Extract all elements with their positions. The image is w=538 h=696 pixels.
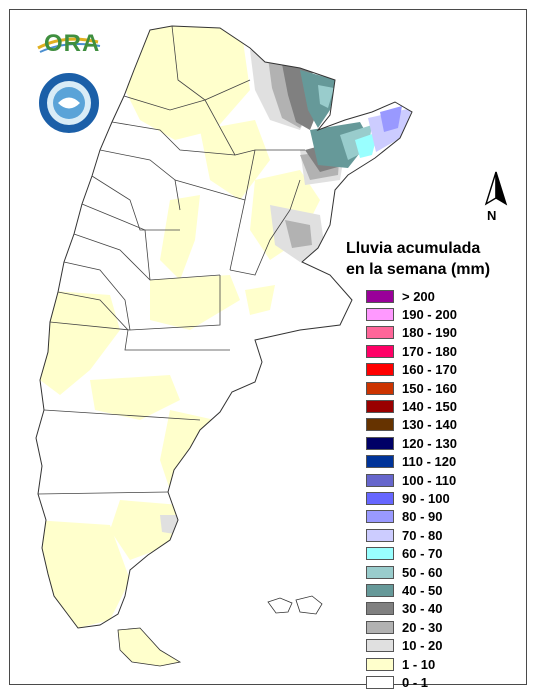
legend-label: 190 - 200 (402, 307, 457, 323)
legend-item: 170 - 180 (366, 342, 457, 360)
legend-item: 0 - 1 (366, 673, 457, 691)
legend-label: 170 - 180 (402, 343, 457, 359)
ora-logo-text: ORA (44, 30, 101, 57)
legend-swatch (366, 418, 394, 432)
seal-icon (37, 71, 101, 135)
north-arrow-icon (484, 171, 508, 206)
legend-label: 20 - 30 (402, 619, 443, 635)
rain-zone-60-90 (355, 106, 412, 158)
legend-label: 30 - 40 (402, 601, 443, 617)
legend-swatch (366, 455, 394, 469)
legend-label: > 200 (402, 288, 435, 304)
legend-swatch (366, 400, 394, 414)
legend-title: Lluvia acumulada en la semana (mm) (346, 238, 490, 280)
legend-item: 110 - 120 (366, 453, 457, 471)
legend-label: 60 - 70 (402, 546, 443, 562)
legend-item: 160 - 170 (366, 361, 457, 379)
north-label: N (487, 208, 497, 223)
legend-title-line2: en la semana (mm) (346, 261, 491, 278)
ora-logo-icon (37, 37, 101, 53)
legend-item: 130 - 140 (366, 416, 457, 434)
legend-item: 90 - 100 (366, 489, 457, 507)
legend-item: 50 - 60 (366, 563, 457, 581)
legend-item: 120 - 130 (366, 434, 457, 452)
legend-swatch (366, 583, 394, 597)
legend-item: 1 - 10 (366, 655, 457, 673)
legend-item: 80 - 90 (366, 508, 457, 526)
legend-item: 60 - 70 (366, 544, 457, 562)
legend-label: 140 - 150 (402, 399, 457, 415)
legend-item: 40 - 50 (366, 581, 457, 599)
legend-label: 100 - 110 (402, 472, 457, 488)
legend-swatch (366, 528, 394, 542)
legend-item: 140 - 150 (366, 397, 457, 415)
legend-label: 10 - 20 (402, 638, 443, 654)
legend-label: 70 - 80 (402, 527, 443, 543)
legend-label: 90 - 100 (402, 490, 450, 506)
legend-swatch (366, 326, 394, 340)
legend-label: 120 - 130 (402, 435, 457, 451)
legend-title-line1: Lluvia acumulada (346, 240, 481, 257)
legend-swatch (366, 289, 394, 303)
legend-item: 180 - 190 (366, 324, 457, 342)
legend-swatch (366, 602, 394, 616)
malvinas-islands (267, 595, 323, 615)
legend-label: 0 - 1 (402, 674, 429, 690)
legend-swatch (366, 491, 394, 505)
legend-label: 110 - 120 (402, 454, 457, 470)
legend-item: 10 - 20 (366, 636, 457, 654)
legend-item: 100 - 110 (366, 471, 457, 489)
legend-swatch (366, 363, 394, 377)
legend-item: > 200 (366, 287, 457, 305)
legend-item: 70 - 80 (366, 526, 457, 544)
legend-swatch (366, 510, 394, 524)
legend-label: 150 - 160 (402, 380, 457, 396)
legend-label: 50 - 60 (402, 564, 443, 580)
legend-label: 1 - 10 (402, 656, 436, 672)
legend-swatch (366, 436, 394, 450)
legend-swatch (366, 344, 394, 358)
legend-label: 80 - 90 (402, 509, 443, 525)
legend-label: 40 - 50 (402, 582, 443, 598)
legend-label: 160 - 170 (402, 362, 457, 378)
legend-swatch (366, 547, 394, 561)
legend-swatch (366, 565, 394, 579)
legend-item: 190 - 200 (366, 305, 457, 323)
legend-label: 130 - 140 (402, 417, 457, 433)
legend-swatch (366, 639, 394, 653)
legend-item: 150 - 160 (366, 379, 457, 397)
legend-swatch (366, 657, 394, 671)
legend-item: 30 - 40 (366, 600, 457, 618)
legend-swatch (366, 308, 394, 322)
legend-swatch (366, 473, 394, 487)
legend-item: 20 - 30 (366, 618, 457, 636)
legend-swatch (366, 620, 394, 634)
tierra-del-fuego (117, 627, 182, 667)
legend-swatch (366, 675, 394, 689)
legend-swatch (366, 381, 394, 395)
legend-list: > 200 190 - 200 180 - 190 170 - 180 160 - 17… (366, 287, 457, 692)
province-boundaries (37, 25, 305, 495)
legend-label: 180 - 190 (402, 325, 457, 341)
